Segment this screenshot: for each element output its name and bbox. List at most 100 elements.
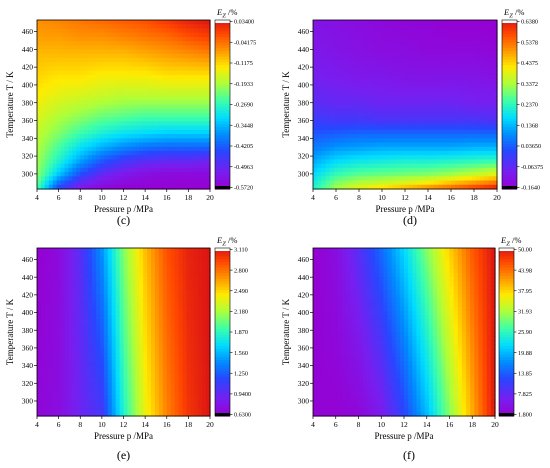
heatmap-cell [44, 58, 50, 63]
colorbar-swatch [215, 42, 230, 46]
heatmap-cell [174, 277, 180, 283]
heatmap-cell [99, 150, 105, 156]
heatmap-cell [166, 41, 172, 46]
heatmap-cell [467, 125, 473, 131]
heatmap-cell [60, 361, 66, 367]
heatmap-cell [492, 91, 498, 97]
heatmap-cell [471, 28, 477, 34]
heatmap-cell [182, 184, 188, 190]
x-tick-label: 8 [357, 193, 361, 202]
heatmap-cell [492, 104, 498, 110]
heatmap-cell [202, 298, 207, 304]
heatmap-cell [198, 176, 203, 182]
heatmap-cell [95, 172, 101, 177]
heatmap-cell [72, 138, 77, 144]
heatmap-cell [84, 87, 89, 93]
heatmap-cell [488, 125, 494, 131]
heatmap-cell [425, 20, 431, 25]
heatmap-cell [56, 159, 62, 165]
heatmap-cell [147, 129, 152, 135]
heatmap-cell [52, 256, 58, 262]
heatmap-panel-e: 4 6 8 10 12 14 16 18 203003203403603804004204404… [5, 235, 251, 462]
heatmap-cell [154, 260, 160, 266]
heatmap-cell [80, 36, 85, 42]
heatmap-cell [325, 159, 331, 165]
heatmap-cell [329, 58, 335, 63]
heatmap-cell [206, 294, 211, 299]
heatmap-cell [363, 150, 368, 156]
heatmap-cell [170, 298, 176, 304]
heatmap-cell [139, 315, 144, 320]
heatmap-cell [467, 163, 473, 169]
heatmap-cell [371, 45, 377, 51]
heatmap-cell [151, 104, 156, 110]
heatmap-cell [313, 49, 318, 55]
heatmap-cell [434, 96, 440, 101]
heatmap-cell [451, 129, 456, 135]
heatmap-cell [375, 142, 381, 148]
heatmap-cell [359, 163, 364, 169]
heatmap-cell [317, 163, 322, 169]
heatmap-cell [135, 91, 140, 97]
heatmap-cell [127, 163, 132, 169]
heatmap-cell [492, 176, 498, 182]
heatmap-cell [174, 129, 180, 135]
heatmap-cell [182, 281, 188, 287]
heatmap-cell [317, 20, 322, 25]
heatmap-cell [438, 142, 444, 148]
heatmap-cell [119, 53, 125, 59]
heatmap-cell [170, 134, 176, 139]
heatmap-cell [40, 285, 46, 291]
heatmap-cell [425, 163, 431, 169]
heatmap-cell [476, 180, 481, 186]
heatmap-cell [154, 49, 160, 55]
heatmap-cell [388, 138, 394, 144]
heatmap-cell [333, 45, 339, 51]
heatmap-cell [463, 121, 469, 127]
heatmap-cell [421, 184, 427, 190]
heatmap-cell [492, 142, 498, 148]
heatmap-cell [206, 49, 211, 55]
heatmap-cell [174, 172, 180, 177]
heatmap-cell [131, 28, 136, 34]
heatmap-cell [379, 28, 385, 34]
colorbar-swatch [215, 87, 230, 92]
heatmap-cell [338, 91, 343, 97]
heatmap-cell [375, 121, 381, 127]
heatmap-cell [174, 112, 180, 118]
heatmap-cell [446, 167, 452, 173]
heatmap-cell [178, 319, 184, 325]
heatmap-cell [37, 117, 42, 122]
heatmap-cell [40, 83, 46, 89]
heatmap-cell [467, 112, 473, 118]
heatmap-cell [325, 104, 331, 110]
heatmap-cell [178, 150, 184, 156]
heatmap-cell [158, 163, 164, 169]
heatmap-cell [127, 32, 132, 38]
heatmap-cell [409, 24, 414, 30]
heatmap-cell [170, 100, 176, 106]
heatmap-cell [123, 256, 129, 262]
heatmap-cell [103, 319, 109, 325]
heatmap-cell [194, 146, 199, 152]
heatmap-cell [170, 83, 176, 89]
heatmap-cell [451, 167, 456, 173]
heatmap-cell [413, 150, 419, 156]
heatmap-cell [95, 96, 101, 101]
heatmap-cell [409, 96, 414, 101]
heatmap-cell [333, 172, 339, 177]
heatmap-cell [317, 138, 322, 144]
heatmap-cell [190, 357, 195, 362]
heatmap-cell [492, 53, 498, 59]
heatmap-cell [186, 129, 191, 135]
heatmap-cell [202, 58, 207, 63]
heatmap-cell [103, 70, 109, 76]
heatmap-cell [119, 298, 125, 304]
heatmap-cell [346, 134, 352, 139]
heatmap-cell [206, 91, 211, 97]
heatmap-cell [147, 248, 152, 253]
heatmap-cell [135, 74, 140, 80]
heatmap-cell [48, 311, 54, 316]
heatmap-cell [60, 49, 66, 55]
heatmap-cell [471, 155, 477, 161]
